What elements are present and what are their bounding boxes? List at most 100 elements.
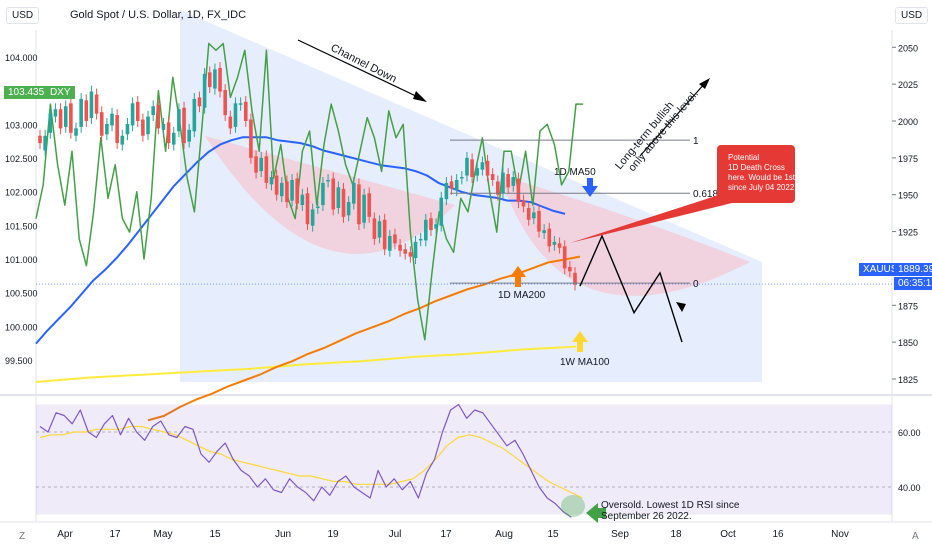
time-tick-label: 18 — [670, 529, 682, 540]
death-cross-text: since July 04 2022. — [728, 183, 797, 192]
candle-body — [300, 194, 305, 206]
candle-body — [403, 249, 408, 254]
candle-body — [418, 238, 423, 241]
candle-body — [388, 235, 392, 251]
candle-body — [290, 179, 294, 201]
arc-shape-2 — [500, 175, 750, 296]
time-tick-label: 15 — [547, 529, 559, 540]
candle-body — [279, 182, 284, 197]
candle-body — [496, 181, 500, 195]
candle-body — [475, 168, 480, 176]
candle-body — [573, 272, 577, 285]
fib-level-label: 1 — [693, 136, 699, 147]
candle-body — [393, 234, 397, 244]
time-tick-label: Oct — [720, 529, 736, 540]
candle-body — [115, 115, 119, 144]
symbol-title[interactable]: Gold Spot / U.S. Dollar, 1D, FX_IDC — [70, 9, 247, 21]
candle-body — [501, 172, 505, 194]
candle-body — [264, 156, 269, 183]
channel-down-arrowhead — [413, 91, 427, 102]
main-pane-background — [36, 30, 892, 382]
rsi-tick-label: 60.00 — [898, 428, 921, 438]
channel-down-arrow — [297, 39, 421, 99]
candle-body — [207, 72, 212, 88]
timezone-z-icon[interactable]: Z — [14, 529, 31, 544]
candle-body — [351, 182, 356, 204]
long-term-arrow — [639, 81, 707, 157]
dxy-tick-label: 103.000 — [5, 120, 38, 130]
candle-body — [434, 224, 438, 229]
chart-header: USD Gold Spot / U.S. Dollar, 1D, FX_IDC … — [0, 0, 932, 30]
time-tick-label: Nov — [831, 529, 849, 540]
left-currency-button[interactable]: USD — [6, 7, 40, 24]
candle-body — [223, 90, 227, 116]
dxy-tick-label: 102.500 — [5, 154, 38, 164]
candle-body — [547, 228, 552, 247]
candle-body — [156, 104, 161, 129]
candle-body — [238, 103, 243, 105]
candle-body — [516, 178, 521, 203]
oversold-text: Oversold. Lowest 1D RSI since — [601, 500, 740, 511]
candle-body — [372, 218, 377, 239]
candle-body — [141, 119, 145, 136]
ma50-label: 1D MA50 — [554, 167, 596, 178]
candle-body — [480, 162, 485, 170]
long-term-arrowhead — [699, 78, 710, 89]
candle-body — [562, 246, 567, 269]
right-currency-button[interactable]: USD — [895, 7, 929, 24]
xau-price-badge: 1889.39 — [894, 263, 932, 276]
time-tick-label: 15 — [209, 529, 221, 540]
candle-body — [38, 135, 42, 144]
candle-body — [465, 157, 469, 176]
death-cross-pointer — [570, 193, 732, 243]
candle-body — [79, 98, 83, 127]
oversold-arrow — [586, 503, 606, 523]
time-tick-label: Jul — [389, 529, 402, 540]
candle-body — [213, 69, 217, 89]
price-tick-label: 1950 — [898, 191, 918, 201]
candle-body — [357, 184, 361, 225]
ma100w-label: 1W MA100 — [560, 357, 610, 368]
ma100w-arrow — [572, 331, 588, 352]
candle-body — [58, 109, 63, 129]
candle-body — [105, 123, 109, 135]
dxy-tick-label: 102.000 — [5, 188, 38, 198]
candle-body — [310, 209, 315, 226]
price-tick-label: 1975 — [898, 154, 918, 164]
candle-body — [326, 179, 330, 182]
candle-body — [166, 122, 171, 144]
candle-body — [424, 219, 428, 241]
projected-path — [579, 234, 683, 343]
ma200-arrow — [510, 266, 526, 287]
price-tick-label: 2025 — [898, 80, 918, 90]
candle-body — [177, 109, 181, 132]
candle-body — [460, 177, 464, 179]
candle-body — [99, 112, 104, 136]
candle-body — [362, 194, 366, 223]
fib-level-label: 0 — [693, 279, 699, 290]
candle-body — [130, 103, 135, 126]
ma200-label: 1D MA200 — [498, 290, 546, 301]
candle-body — [341, 188, 346, 217]
ma200-line — [147, 255, 581, 422]
xau-countdown-badge: 06:35:12 — [894, 277, 932, 290]
candle-body — [542, 230, 546, 234]
candle-body — [74, 128, 78, 136]
fib-level-label: 0.618 — [693, 189, 718, 200]
price-tick-label: 1875 — [898, 301, 918, 311]
candle-body — [295, 178, 300, 204]
ma50-arrow — [582, 178, 598, 197]
candle-body — [43, 135, 47, 151]
time-tick-label: 17 — [109, 529, 121, 540]
ma100w-line — [35, 345, 577, 383]
candle-body — [532, 212, 536, 219]
candle-body — [552, 241, 557, 245]
dxy-tick-label: 100.000 — [5, 322, 38, 332]
auto-scale-icon[interactable]: A — [907, 529, 924, 544]
candle-body — [249, 119, 253, 158]
dxy-tick-label: 99.500 — [5, 356, 33, 366]
candle-body — [48, 113, 53, 133]
candle-body — [336, 187, 341, 208]
